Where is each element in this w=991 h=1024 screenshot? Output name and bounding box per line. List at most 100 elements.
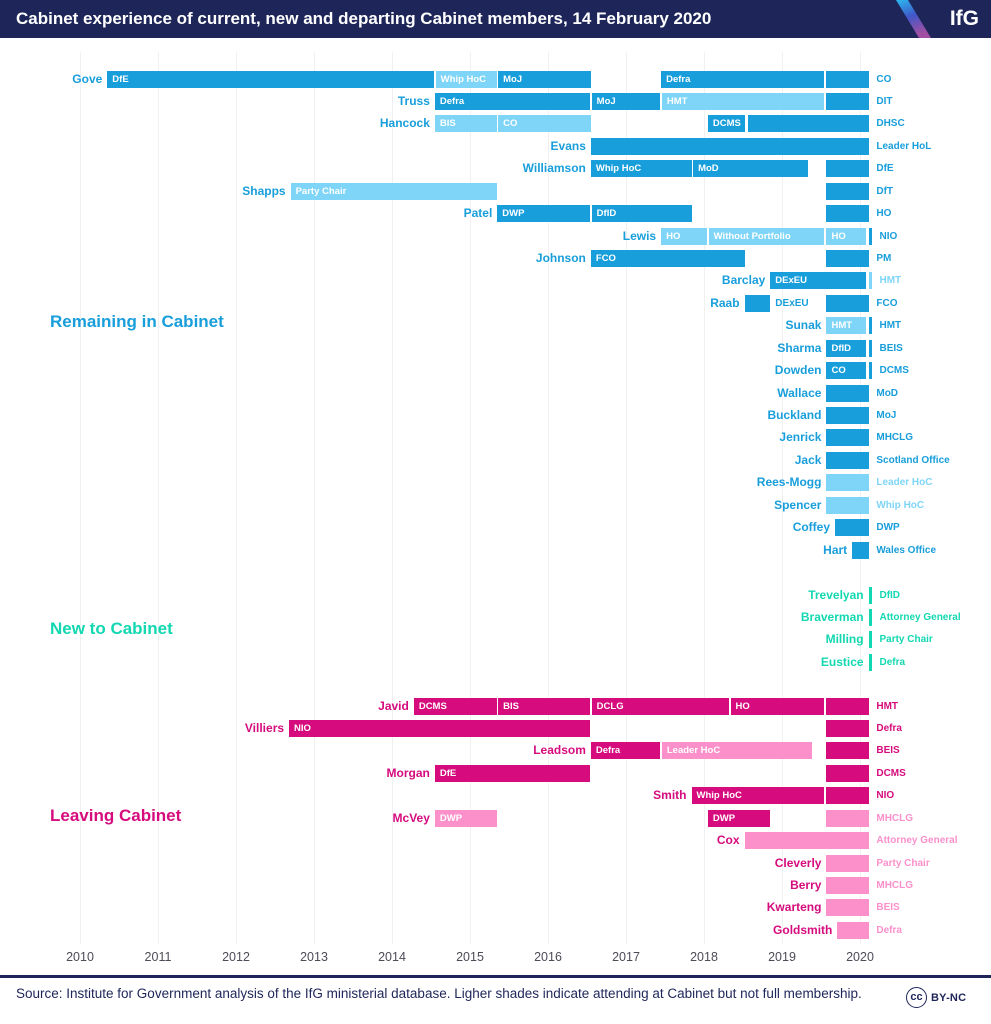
- bar-label: MoJ: [503, 73, 523, 85]
- bar-milling-tenure: [868, 631, 873, 649]
- gridline-2013: [314, 52, 315, 944]
- bar-gove-tenure: [826, 70, 870, 88]
- bar-villiers-tenure: [826, 719, 870, 737]
- current-post-label-goldsmith: Defra: [876, 924, 902, 936]
- section-label-leaving: Leaving Cabinet: [50, 806, 182, 825]
- bar-label: NIO: [294, 722, 311, 734]
- bar-leadsom-defra: Defra: [590, 742, 661, 760]
- license-label: BY-NC: [931, 991, 967, 1004]
- bar-smith-tenure: [826, 787, 870, 805]
- bar-patel-tenure: [826, 205, 870, 223]
- current-post-label-patel: HO: [876, 208, 892, 220]
- bar-truss-tenure: [826, 92, 870, 110]
- name-label-cleverly: Cleverly: [774, 855, 822, 870]
- license-badge: cc BY-NC: [906, 987, 966, 1008]
- bar-rees-mogg-tenure: [826, 474, 870, 492]
- bar-gove-dfe: DfE: [107, 70, 435, 88]
- current-post-label-braverman: Attorney General: [879, 611, 961, 623]
- bar-gove-whip-hoc: Whip HoC: [435, 70, 497, 88]
- name-label-leadsom: Leadsom: [533, 743, 586, 758]
- bar-truss-moj: MoJ: [591, 92, 661, 110]
- bar-label: DfID: [596, 208, 617, 220]
- bar-label: Defra: [666, 73, 691, 85]
- bar-sharma-dfid: DfID: [826, 339, 867, 357]
- bar-williamson-tenure: [826, 160, 870, 178]
- bar-label: Defra: [595, 745, 621, 757]
- current-post-label-sharma: BEIS: [879, 342, 903, 354]
- current-post-label-cox: Attorney General: [876, 835, 958, 847]
- name-label-truss: Truss: [397, 93, 430, 108]
- bar-label: Whip HoC: [595, 163, 642, 175]
- bar-label: DfE: [439, 767, 457, 779]
- axis-label-2016: 2016: [534, 950, 562, 964]
- bar-label: Leader HoC: [666, 745, 721, 757]
- name-label-villiers: Villiers: [244, 720, 285, 735]
- current-post-label-jack: Scotland Office: [876, 454, 950, 466]
- current-post-label-jenrick: MHCLG: [876, 432, 914, 444]
- gridline-2014: [392, 52, 393, 944]
- current-post-label-raab: FCO: [876, 297, 898, 309]
- axis-label-2011: 2011: [144, 950, 172, 964]
- name-label-johnson: Johnson: [535, 250, 586, 265]
- current-post-label-eustice: Defra: [879, 656, 906, 668]
- bar-spencer-tenure: [826, 496, 870, 514]
- current-post-label-wallace: MoD: [876, 387, 899, 399]
- current-post-label-buckland: MoJ: [876, 409, 897, 421]
- bar-label: Party Chair: [295, 185, 347, 197]
- current-post-label-shapps: DfT: [876, 185, 894, 197]
- bar-cox-tenure: [744, 832, 870, 850]
- bar-patel-dfid: DfID: [591, 205, 692, 223]
- name-label-morgan: Morgan: [386, 765, 430, 780]
- gridline-2018: [704, 52, 705, 944]
- gridline-2015: [470, 52, 471, 944]
- bar-smith-whip-hoc: Whip HoC: [691, 787, 825, 805]
- bar-williamson-whip-hoc: Whip HoC: [590, 160, 692, 178]
- bar-javid-ho: HO: [730, 697, 825, 715]
- bar-label: DWP: [439, 812, 463, 824]
- bar-label: DfE: [112, 73, 129, 85]
- bar-leadsom-leader-hoc: Leader HoC: [661, 742, 812, 760]
- bar-braverman-tenure: [868, 608, 873, 626]
- bar-johnson-fco: FCO: [590, 249, 745, 267]
- name-label-patel: Patel: [463, 206, 493, 221]
- name-label-sunak: Sunak: [785, 318, 822, 333]
- name-label-buckland: Buckland: [767, 407, 822, 422]
- name-label-berry: Berry: [790, 877, 822, 892]
- name-label-kwarteng: Kwarteng: [766, 900, 822, 915]
- current-post-label-hart: Wales Office: [876, 544, 937, 556]
- gridline-2019: [782, 52, 783, 944]
- bar-label: CO: [831, 365, 846, 377]
- axis-label-2019: 2019: [768, 950, 796, 964]
- name-label-barclay: Barclay: [721, 273, 766, 288]
- name-label-mcvey: McVey: [392, 810, 430, 825]
- bar-sharma-tenure: [868, 339, 873, 357]
- bar-javid-bis: BIS: [498, 697, 591, 715]
- bar-label: Whip HoC: [696, 790, 742, 802]
- name-label-braverman: Braverman: [800, 609, 864, 624]
- name-label-milling: Milling: [825, 632, 864, 647]
- current-post-label-spencer: Whip HoC: [876, 499, 925, 511]
- bar-label: DCMS: [712, 118, 741, 130]
- bar-berry-tenure: [826, 876, 870, 894]
- bar-label: DfID: [831, 342, 851, 354]
- bar-javid-tenure: [826, 697, 870, 715]
- name-label-dowden: Dowden: [774, 363, 822, 378]
- bar-label: DCMS: [418, 700, 447, 712]
- bar-label: BIS: [439, 118, 456, 130]
- current-post-label-smith: NIO: [876, 790, 895, 802]
- bar-dowden-tenure: [868, 362, 873, 380]
- current-post-label-kwarteng: BEIS: [876, 902, 900, 914]
- bar-label: DWP: [712, 812, 736, 824]
- name-label-raab: Raab: [710, 295, 740, 310]
- axis-label-2015: 2015: [456, 950, 484, 964]
- bar-gove-defra: Defra: [661, 70, 825, 88]
- bar-label: DWP: [502, 208, 525, 220]
- axis-label-2014: 2014: [378, 950, 406, 964]
- current-post-label-barclay: HMT: [879, 275, 902, 287]
- bar-johnson-tenure: [826, 249, 870, 267]
- bar-coffey-tenure: [835, 519, 870, 537]
- bar-mcvey-dwp: DWP: [434, 809, 497, 827]
- name-label-jack: Jack: [794, 452, 822, 467]
- bar-label: HO: [666, 230, 681, 242]
- current-post-label-berry: MHCLG: [876, 879, 914, 891]
